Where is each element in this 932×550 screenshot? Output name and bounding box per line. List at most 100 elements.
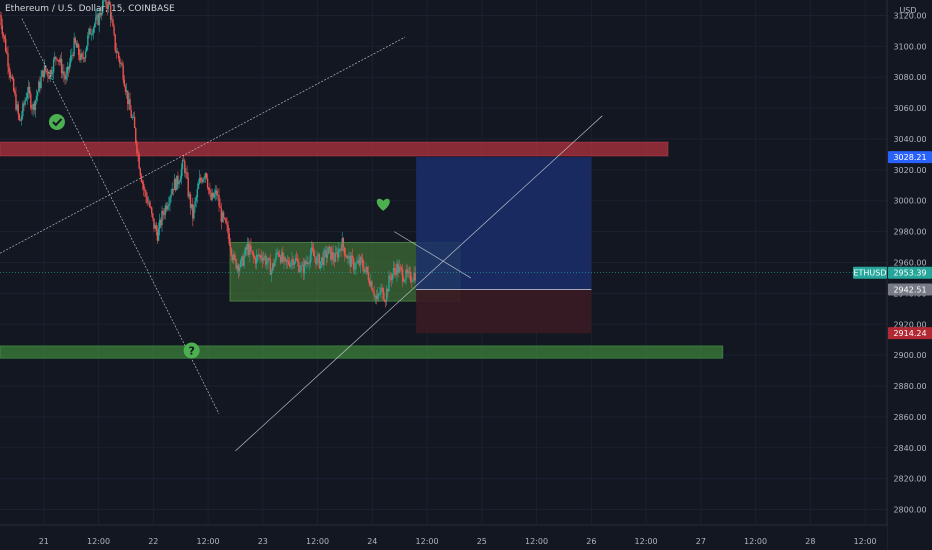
candle-body	[230, 249, 233, 257]
candle-body	[212, 192, 215, 198]
candle-body	[249, 245, 251, 255]
candle-body	[176, 175, 178, 191]
candle-body	[193, 206, 195, 219]
candle-body	[269, 259, 272, 275]
heart-icon	[376, 198, 390, 211]
candle-body	[66, 66, 69, 75]
candle-body	[162, 210, 164, 215]
candle-body	[22, 103, 24, 117]
candle-body	[328, 246, 331, 248]
pennant-upper[interactable]	[394, 231, 472, 279]
candle-body	[244, 247, 246, 256]
candle-body	[332, 251, 334, 260]
candle-body	[213, 193, 216, 198]
candle-body	[9, 72, 11, 78]
profit-zone[interactable]	[416, 157, 592, 290]
support-zone[interactable]	[0, 345, 724, 359]
candle-body	[315, 257, 317, 265]
ascending-support[interactable]	[235, 115, 603, 452]
candle-body	[152, 213, 154, 219]
candle-body	[137, 152, 139, 155]
candle-body	[408, 271, 411, 273]
candle-body	[120, 63, 122, 65]
time-axis[interactable]: 21 12:00 22 12:00 23 12:00 24 12:00 25 12:00 26 12:…	[0, 524, 887, 550]
position-tool[interactable]	[416, 157, 592, 334]
candle-body	[96, 14, 98, 18]
y-tick-label: 2880.00	[893, 382, 926, 391]
candle-body	[253, 256, 256, 259]
candle-body	[143, 183, 145, 190]
candle-body	[78, 44, 80, 56]
candle-body	[196, 188, 199, 198]
candle-body	[146, 197, 148, 203]
resistance-zone[interactable]	[0, 141, 669, 157]
y-tick-label: 3020.00	[893, 166, 926, 175]
candle-body	[129, 99, 131, 111]
candle-body	[261, 258, 264, 261]
candle-body	[169, 197, 171, 205]
candle-body	[63, 71, 65, 76]
candle-body	[38, 81, 40, 92]
target-price-tag	[888, 151, 932, 164]
candle-body	[279, 256, 282, 263]
candle-body	[105, 0, 107, 5]
candle-body	[283, 257, 285, 262]
candle-body	[107, 1, 110, 9]
candle-body	[284, 257, 286, 260]
candle-body	[177, 175, 179, 185]
candle-body	[121, 63, 123, 66]
candle-body	[224, 217, 226, 219]
candle-body	[1, 25, 3, 35]
candle-body	[71, 55, 73, 56]
candle-body	[99, 13, 102, 16]
candle-body	[343, 247, 346, 256]
candle-body	[180, 169, 183, 180]
y-tick-label: 2900.00	[893, 351, 926, 360]
candle-body	[217, 195, 219, 196]
candle-body	[351, 255, 354, 259]
stop-zone[interactable]	[416, 289, 592, 334]
x-tick-label: 25	[477, 537, 487, 546]
candle-body	[74, 37, 76, 43]
candle-body	[0, 15, 2, 26]
candle-body	[3, 35, 6, 39]
candle-body	[154, 225, 156, 229]
candle-body	[320, 257, 323, 262]
x-tick-label: 26	[586, 537, 596, 546]
candle-body	[278, 254, 281, 257]
candle-body	[275, 252, 277, 261]
candle-body	[355, 263, 357, 269]
candle-body	[268, 258, 270, 260]
candle-body	[88, 28, 90, 36]
candle-body	[326, 254, 329, 258]
last-price-tag-label: 2953.39	[893, 269, 926, 278]
candle-body	[403, 281, 405, 282]
candle-body	[139, 168, 142, 176]
candle-body	[382, 288, 384, 300]
candle-body	[376, 294, 379, 299]
candle-body	[83, 58, 86, 60]
entry-price-tag-label: 2942.51	[893, 286, 926, 295]
candle-body	[47, 72, 49, 77]
candle-body	[23, 103, 25, 105]
candle-body	[186, 172, 188, 178]
candle-body	[76, 44, 79, 48]
candle-body	[265, 256, 267, 265]
candle-body	[346, 256, 348, 259]
candle-body	[309, 254, 311, 264]
candle-body	[287, 260, 290, 265]
candle-body	[218, 195, 220, 207]
y-tick-label: 2860.00	[893, 413, 926, 422]
candle-body	[109, 4, 112, 20]
candle-body	[158, 219, 161, 229]
candle-body	[338, 249, 340, 258]
candle-body	[84, 51, 87, 59]
candle-body	[350, 255, 353, 267]
candle-body	[80, 53, 82, 60]
ascending-channel-upper[interactable]	[0, 36, 406, 254]
candle-body	[344, 255, 347, 257]
candle-body	[113, 26, 115, 35]
candle-body	[33, 103, 35, 111]
candle-body	[172, 188, 175, 191]
